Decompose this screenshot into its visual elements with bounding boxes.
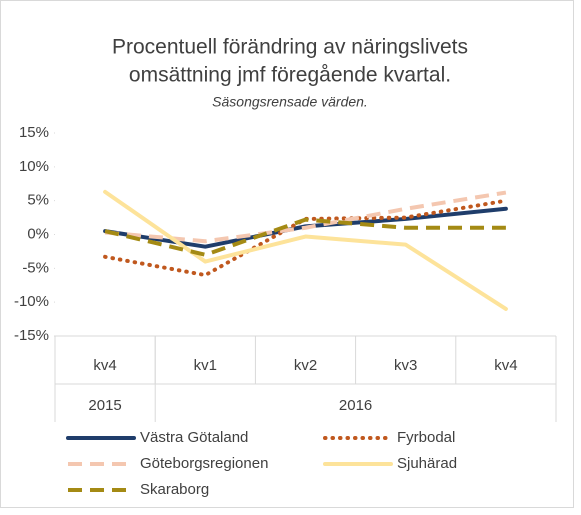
chart-title: omsättning jmf föregående kvartal. [129, 64, 451, 87]
y-tick-label: -15% [14, 327, 49, 344]
series-line [104, 217, 506, 257]
y-tick-label: -5% [22, 259, 49, 276]
y-tick-label: 5% [27, 192, 49, 209]
y-tick-label: 10% [19, 158, 49, 175]
chart-subtitle: Säsongsrensade värden. [212, 94, 368, 110]
group-label: 2016 [339, 397, 372, 414]
group-label: 2015 [88, 397, 121, 414]
chart-title: Procentuell förändring av näringslivets [112, 36, 468, 59]
series-line [103, 189, 508, 311]
y-tick-label: 15% [19, 124, 49, 141]
legend-label: Fyrbodal [397, 429, 455, 446]
chart-border [0, 0, 574, 508]
x-tick-label: kv4 [494, 357, 517, 374]
legend-label: Västra Götaland [140, 429, 248, 446]
x-tick-label: kv2 [294, 357, 317, 374]
x-tick-label: kv4 [93, 357, 116, 374]
y-tick-label: -10% [14, 293, 49, 310]
legend-label: Göteborgsregionen [140, 455, 268, 472]
legend-label: Sjuhärad [397, 455, 457, 472]
x-tick-label: kv3 [394, 357, 417, 374]
x-tick-label: kv1 [194, 357, 217, 374]
legend-label: Skaraborg [140, 481, 209, 498]
y-tick-label: 0% [27, 225, 49, 242]
